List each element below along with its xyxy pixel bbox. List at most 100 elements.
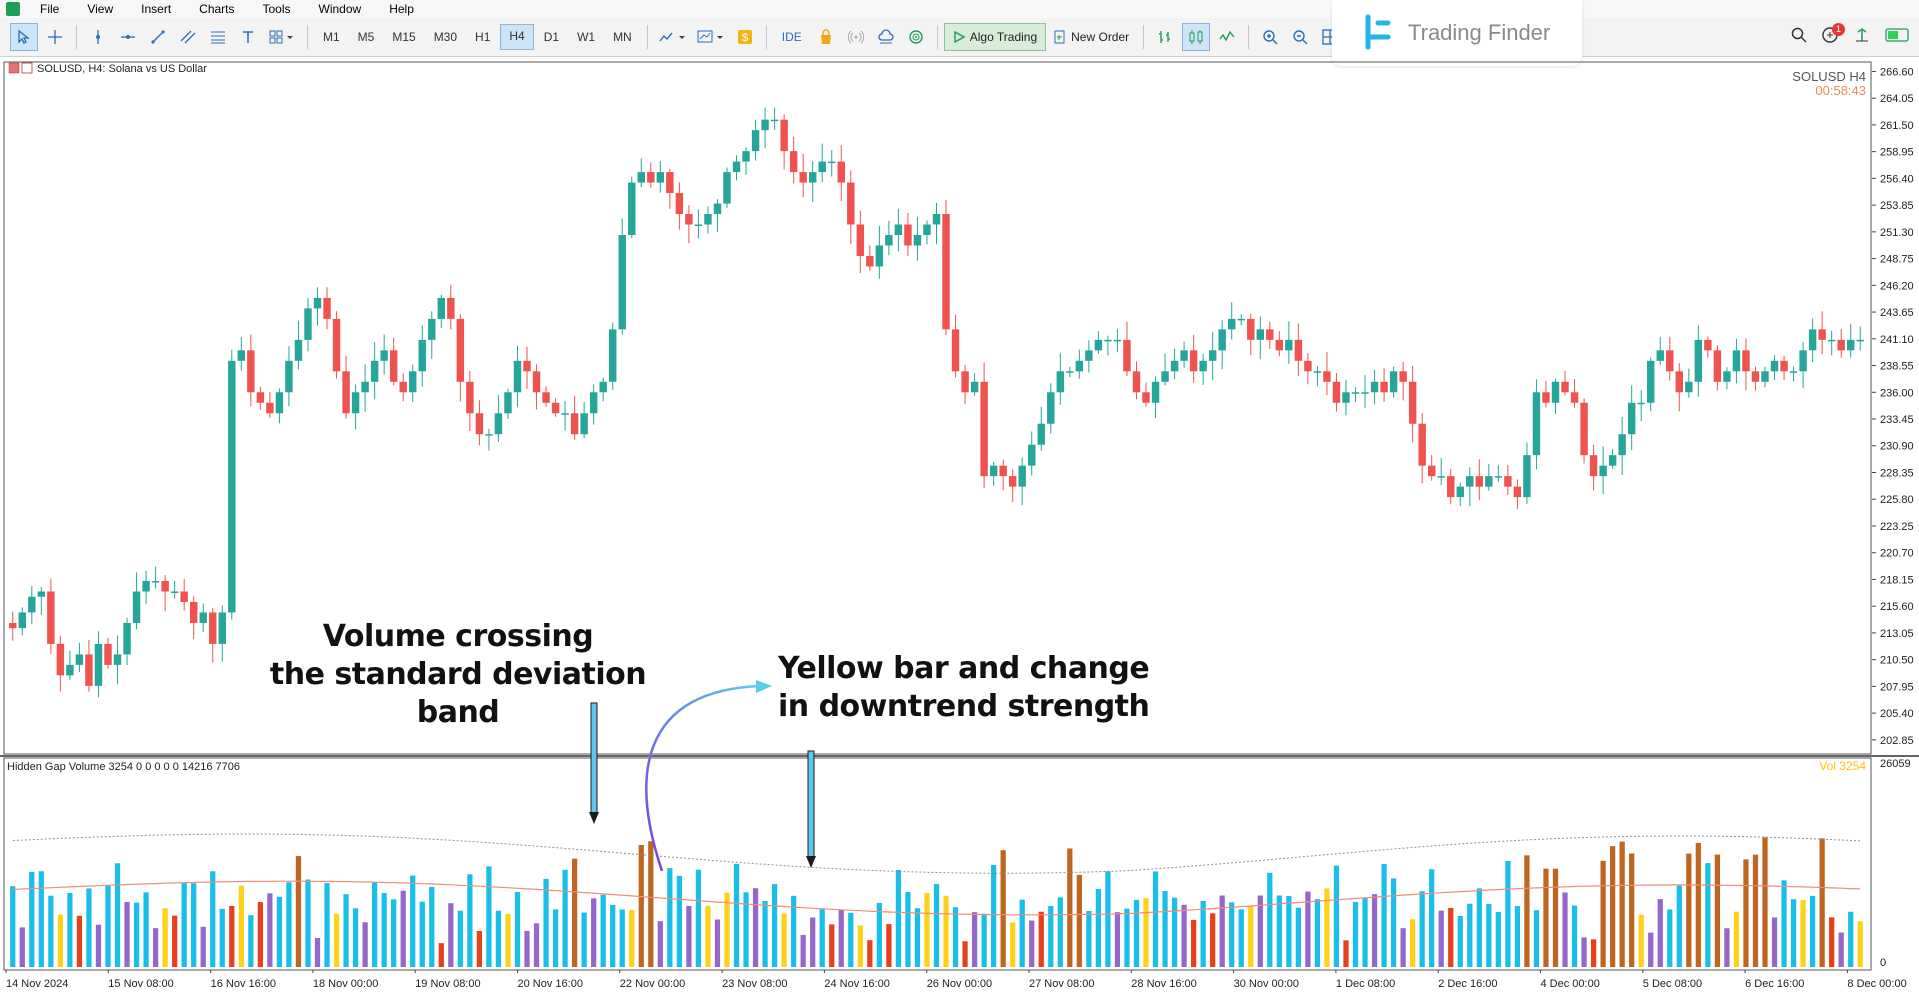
candle bbox=[989, 461, 998, 486]
candle-body bbox=[932, 214, 941, 225]
candle bbox=[409, 364, 417, 403]
volume-bar bbox=[1552, 868, 1559, 967]
candlestick-icon[interactable] bbox=[1182, 23, 1211, 51]
candle bbox=[828, 150, 836, 177]
volume-bar bbox=[676, 875, 682, 967]
new-order-button[interactable]: New Order bbox=[1046, 24, 1137, 50]
market-icon[interactable] bbox=[813, 24, 839, 50]
candle-body bbox=[1627, 402, 1636, 435]
fibonacci-icon[interactable] bbox=[205, 24, 231, 50]
menu-tools[interactable]: Tools bbox=[262, 2, 291, 16]
candle bbox=[818, 143, 826, 183]
price-label-18: 220.70 bbox=[1880, 548, 1914, 560]
volume-bar bbox=[657, 921, 663, 967]
candle bbox=[189, 596, 198, 640]
menu-window[interactable]: Window bbox=[318, 2, 362, 16]
volume-bar bbox=[448, 903, 454, 967]
candle bbox=[199, 603, 207, 632]
volume-bar bbox=[1695, 842, 1701, 967]
candle bbox=[1123, 321, 1131, 377]
menu-help[interactable]: Help bbox=[389, 2, 414, 16]
ide-button[interactable]: IDE bbox=[781, 30, 802, 44]
candle-body bbox=[1132, 371, 1141, 393]
volume-bar bbox=[1010, 922, 1016, 967]
shapes-icon[interactable] bbox=[265, 24, 299, 50]
price-label-4: 256.40 bbox=[1880, 173, 1914, 185]
candle bbox=[685, 205, 693, 244]
timeframe-m15[interactable]: M15 bbox=[392, 30, 416, 44]
menu-file[interactable]: File bbox=[40, 2, 60, 16]
bar-chart-icon[interactable] bbox=[1152, 24, 1178, 50]
app-logo-icon bbox=[6, 2, 20, 16]
zoom-out-icon[interactable] bbox=[1287, 24, 1313, 50]
horizontal-line-icon[interactable] bbox=[115, 24, 141, 50]
vertical-line-icon[interactable] bbox=[85, 24, 111, 50]
svg-text:$: $ bbox=[742, 32, 748, 44]
radar-icon[interactable] bbox=[903, 24, 929, 50]
candle-body bbox=[1018, 465, 1026, 487]
chart-type-icon[interactable] bbox=[656, 24, 690, 50]
text-tool-icon[interactable] bbox=[235, 24, 261, 50]
volume-bar bbox=[1381, 863, 1387, 967]
candle-body bbox=[1637, 402, 1645, 405]
candle bbox=[1361, 375, 1369, 408]
connection-status-icon bbox=[1885, 27, 1909, 48]
volume-bar bbox=[1657, 899, 1663, 967]
volume-bar bbox=[591, 898, 597, 967]
trendline-icon[interactable] bbox=[145, 24, 171, 50]
candle-body bbox=[1513, 486, 1522, 498]
search-icon[interactable] bbox=[1791, 27, 1807, 48]
candle-body bbox=[28, 596, 36, 613]
candle-body bbox=[589, 392, 598, 414]
candle bbox=[266, 392, 274, 418]
volume-bar bbox=[133, 902, 140, 967]
candle-body bbox=[1218, 329, 1226, 351]
dollar-icon[interactable]: $ bbox=[732, 24, 758, 50]
volume-bar bbox=[1076, 874, 1082, 967]
volume-bar bbox=[810, 917, 816, 967]
timeframe-m5[interactable]: M5 bbox=[357, 30, 375, 44]
line-chart-icon[interactable] bbox=[1214, 24, 1240, 50]
volume-bar bbox=[1838, 932, 1844, 967]
chart-area[interactable]: 266.60 264.05 261.50 258.95 256.40 253.85 251.… bbox=[0, 56, 1919, 996]
signal-icon[interactable] bbox=[843, 24, 869, 50]
timeframe-m30[interactable]: M30 bbox=[433, 30, 458, 44]
candle bbox=[609, 322, 617, 390]
volume-bar bbox=[1257, 895, 1263, 967]
volume-bar bbox=[1438, 910, 1444, 967]
vps-cloud-icon[interactable] bbox=[873, 24, 899, 50]
volume-bar bbox=[1467, 903, 1473, 967]
candle-body bbox=[1475, 476, 1484, 487]
volume-bar bbox=[1686, 853, 1692, 967]
menu-charts[interactable]: Charts bbox=[199, 2, 235, 16]
menu-view[interactable]: View bbox=[87, 2, 114, 16]
notifications-icon[interactable]: 1 bbox=[1821, 22, 1845, 49]
indicator-value-label: Vol 3254 bbox=[1819, 759, 1866, 773]
candle-body bbox=[1542, 392, 1550, 403]
templates-icon[interactable] bbox=[694, 24, 728, 50]
zoom-in-icon[interactable] bbox=[1257, 24, 1283, 50]
price-label-3: 258.95 bbox=[1880, 147, 1914, 159]
timeframe-d1[interactable]: D1 bbox=[543, 30, 560, 44]
channel-icon[interactable] bbox=[175, 24, 201, 50]
cursor-icon[interactable] bbox=[10, 23, 38, 51]
timeframe-h4[interactable]: H4 bbox=[500, 24, 534, 50]
candle-body bbox=[1504, 476, 1512, 487]
candle-body bbox=[561, 413, 569, 415]
timeframe-m1[interactable]: M1 bbox=[323, 30, 340, 44]
candle-body bbox=[447, 297, 455, 319]
timeframe-mn[interactable]: MN bbox=[613, 30, 632, 44]
candle bbox=[418, 325, 426, 387]
menu-insert[interactable]: Insert bbox=[141, 2, 172, 16]
volume-bar bbox=[1038, 911, 1044, 967]
candle-body bbox=[1066, 371, 1074, 373]
timeframe-w1[interactable]: W1 bbox=[577, 30, 596, 44]
algo-trading-button[interactable]: Algo Trading bbox=[943, 23, 1047, 51]
volume-bar bbox=[1800, 900, 1806, 967]
volume-bar bbox=[419, 901, 425, 967]
volume-bar bbox=[19, 927, 25, 967]
timeframe-h1[interactable]: H1 bbox=[475, 30, 491, 44]
volume-bar bbox=[1448, 907, 1454, 967]
crosshair-icon[interactable] bbox=[42, 24, 68, 50]
menu-bar: File View Insert Charts Tools Window Hel… bbox=[0, 0, 1919, 18]
